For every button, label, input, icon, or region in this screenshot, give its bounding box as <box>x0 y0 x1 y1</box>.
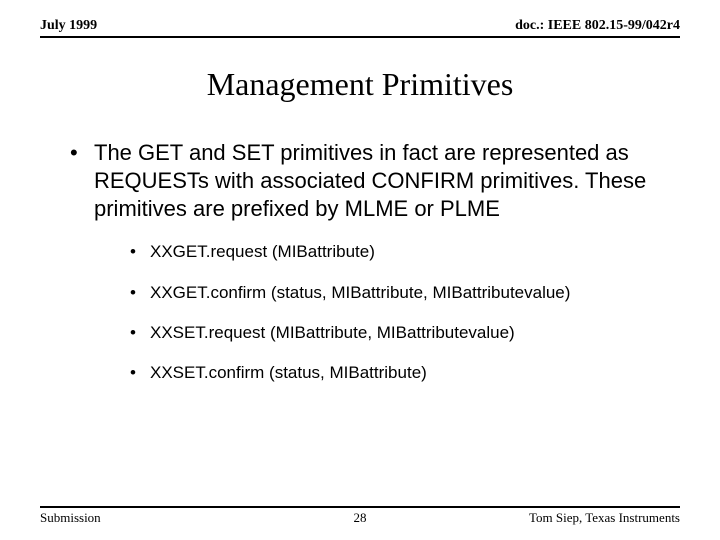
sub-bullet-item: XXGET.confirm (status, MIBattribute, MIB… <box>130 282 660 304</box>
header-bar: July 1999 doc.: IEEE 802.15-99/042r4 <box>40 18 680 38</box>
sub-bullet-text: XXSET.confirm (status, MIBattribute) <box>150 363 427 382</box>
slide: July 1999 doc.: IEEE 802.15-99/042r4 Man… <box>0 0 720 540</box>
footer-bar: Submission 28 Tom Siep, Texas Instrument… <box>40 506 680 526</box>
sub-bullet-item: XXSET.request (MIBattribute, MIBattribut… <box>130 322 660 344</box>
bullet-list-level2: XXGET.request (MIBattribute) XXGET.confi… <box>94 241 660 383</box>
sub-bullet-text: XXGET.request (MIBattribute) <box>150 242 375 261</box>
bullet-item: The GET and SET primitives in fact are r… <box>70 139 660 384</box>
sub-bullet-item: XXSET.confirm (status, MIBattribute) <box>130 362 660 384</box>
bullet-text: The GET and SET primitives in fact are r… <box>94 140 646 221</box>
sub-bullet-text: XXSET.request (MIBattribute, MIBattribut… <box>150 323 515 342</box>
bullet-list-level1: The GET and SET primitives in fact are r… <box>70 139 660 384</box>
header-date: July 1999 <box>40 18 97 34</box>
header-docnum: doc.: IEEE 802.15-99/042r4 <box>515 18 680 34</box>
sub-bullet-text: XXGET.confirm (status, MIBattribute, MIB… <box>150 283 570 302</box>
slide-title: Management Primitives <box>40 66 680 103</box>
slide-body: The GET and SET primitives in fact are r… <box>40 139 680 384</box>
footer-left: Submission <box>40 510 101 526</box>
sub-bullet-item: XXGET.request (MIBattribute) <box>130 241 660 263</box>
footer-author: Tom Siep, Texas Instruments <box>529 510 680 526</box>
